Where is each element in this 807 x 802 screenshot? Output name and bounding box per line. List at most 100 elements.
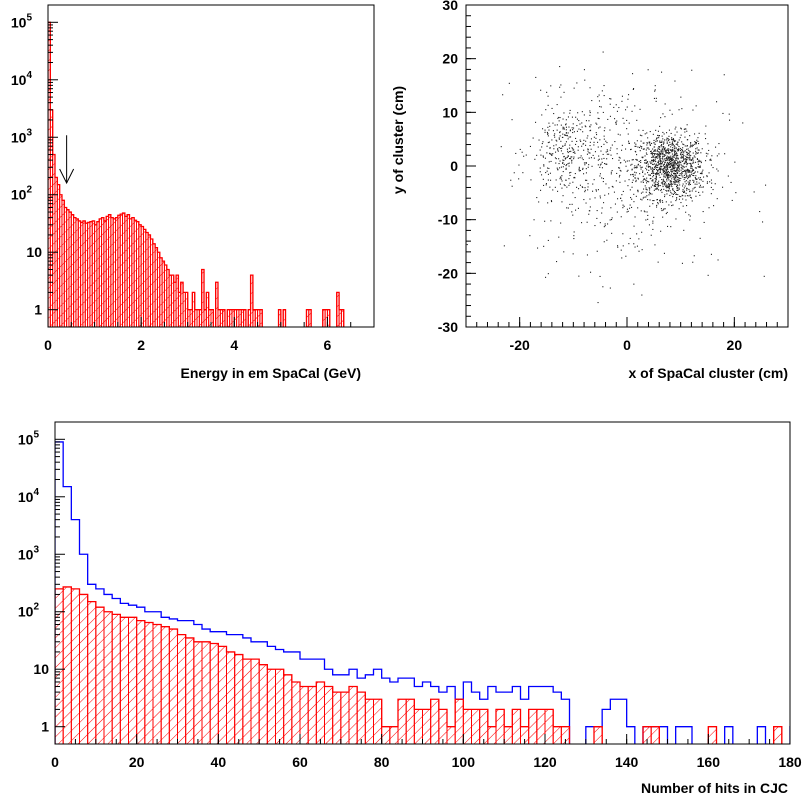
scatter-point	[659, 163, 661, 165]
scatter-point	[546, 131, 548, 133]
scatter-point	[577, 149, 579, 151]
scatter-point	[668, 179, 670, 181]
scatter-point	[639, 134, 641, 136]
energy-bar-red	[48, 22, 51, 327]
hits-bar-red	[553, 726, 562, 744]
scatter-point	[659, 168, 661, 170]
hits-x-tick-label: 0	[51, 754, 59, 770]
scatter-point	[706, 155, 708, 157]
scatter-point	[636, 167, 638, 169]
energy-bar-red	[134, 220, 137, 327]
position-y-tick-label: -30	[438, 319, 458, 335]
energy-bar-red	[129, 218, 132, 327]
scatter-point	[650, 153, 652, 155]
scatter-point	[667, 184, 669, 186]
scatter-point	[685, 160, 687, 162]
scatter-point	[705, 152, 707, 154]
scatter-point	[529, 145, 531, 147]
scatter-point	[653, 216, 655, 218]
scatter-point	[637, 207, 639, 209]
hits-bar-red	[324, 686, 333, 744]
hits-bar-edge-red	[593, 726, 603, 744]
scatter-point	[564, 134, 566, 136]
scatter-point	[567, 155, 569, 157]
scatter-point	[654, 149, 656, 151]
scatter-point	[659, 156, 661, 158]
energy-bar-red	[325, 309, 328, 327]
scatter-point	[691, 159, 693, 161]
scatter-point	[692, 152, 694, 154]
scatter-point	[615, 104, 617, 106]
scatter-point	[662, 170, 664, 172]
scatter-point	[594, 197, 596, 199]
scatter-point	[542, 141, 544, 143]
scatter-point	[576, 186, 578, 188]
scatter-point	[669, 166, 671, 168]
scatter-point	[681, 171, 683, 173]
scatter-point	[653, 142, 655, 144]
scatter-point	[671, 150, 673, 152]
scatter-point	[588, 164, 590, 166]
scatter-point	[674, 173, 676, 175]
scatter-point	[635, 172, 637, 174]
scatter-point	[598, 158, 600, 160]
scatter-point	[661, 152, 663, 154]
scatter-point	[598, 94, 600, 96]
hits-bar-red	[153, 624, 162, 744]
scatter-point	[649, 141, 651, 143]
scatter-point	[630, 149, 632, 151]
scatter-point	[660, 152, 662, 154]
scatter-point	[642, 191, 644, 193]
scatter-point	[654, 178, 656, 180]
scatter-point	[594, 225, 596, 227]
scatter-point	[508, 82, 510, 84]
energy-bar-red	[222, 309, 225, 327]
scatter-point	[568, 136, 570, 138]
scatter-point	[635, 158, 637, 160]
scatter-point	[564, 185, 566, 187]
hits-y-tick-label: 10	[33, 661, 49, 677]
energy-bar-red	[194, 309, 198, 327]
scatter-point	[666, 186, 668, 188]
scatter-point	[699, 186, 701, 188]
energy-bar-red	[306, 309, 309, 327]
scatter-point	[654, 85, 656, 87]
scatter-point	[656, 137, 658, 139]
scatter-point	[660, 160, 662, 162]
scatter-point	[667, 163, 669, 165]
scatter-point	[683, 191, 685, 193]
scatter-point	[632, 175, 634, 177]
scatter-point	[593, 179, 595, 181]
scatter-point	[571, 156, 573, 158]
scatter-point	[603, 202, 605, 204]
scatter-point	[713, 205, 715, 207]
scatter-point	[687, 170, 689, 172]
scatter-point	[632, 159, 634, 161]
scatter-point	[570, 158, 572, 160]
scatter-point	[593, 144, 595, 146]
energy-y-tick-label: 1	[34, 302, 42, 318]
scatter-point	[617, 246, 619, 248]
scatter-point	[655, 139, 657, 141]
scatter-point	[626, 106, 628, 108]
energy-bar-red	[283, 309, 286, 327]
scatter-point	[667, 161, 669, 163]
scatter-point	[648, 141, 650, 143]
scatter-point	[654, 166, 656, 168]
scatter-point	[559, 183, 561, 185]
scatter-point	[685, 183, 687, 185]
scatter-point	[642, 129, 644, 131]
scatter-point	[611, 170, 613, 172]
scatter-point	[683, 159, 685, 161]
scatter-point	[676, 184, 678, 186]
scatter-point	[567, 155, 569, 157]
scatter-point	[657, 169, 659, 171]
scatter-point	[622, 207, 624, 209]
scatter-point	[762, 221, 764, 223]
scatter-point	[570, 150, 572, 152]
energy-bar-red	[148, 234, 151, 327]
scatter-point	[664, 166, 666, 168]
scatter-point	[682, 195, 684, 197]
scatter-point	[679, 184, 681, 186]
energy-bar-red	[164, 264, 167, 327]
